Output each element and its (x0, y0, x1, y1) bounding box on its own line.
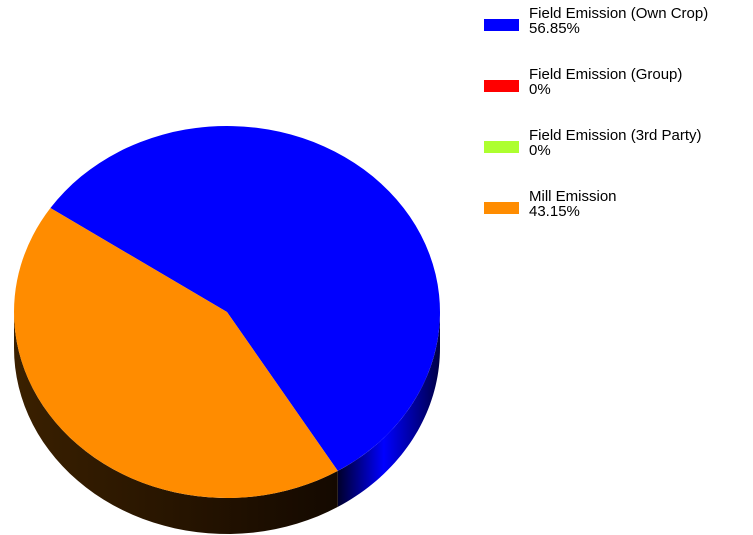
legend-swatch-own-crop (484, 19, 519, 31)
legend-label-own-crop: Field Emission (Own Crop) (529, 6, 708, 21)
legend-item-mill-emission: Mill Emission 43.15% (484, 189, 708, 250)
legend-swatch-3rd-party (484, 141, 519, 153)
pie-top (14, 126, 440, 498)
legend-value-group: 0% (529, 82, 682, 97)
legend-item-field-emission-3rd-party: Field Emission (3rd Party) 0% (484, 128, 708, 189)
legend-swatch-mill (484, 202, 519, 214)
legend-swatch-group (484, 80, 519, 92)
legend-label-3rd-party: Field Emission (3rd Party) (529, 128, 702, 143)
legend-value-3rd-party: 0% (529, 143, 702, 158)
legend-item-field-emission-group: Field Emission (Group) 0% (484, 67, 708, 128)
legend-label-mill: Mill Emission (529, 189, 617, 204)
legend-value-mill: 43.15% (529, 204, 617, 219)
legend-value-own-crop: 56.85% (529, 21, 708, 36)
legend-item-field-emission-own-crop: Field Emission (Own Crop) 56.85% (484, 6, 708, 67)
legend: Field Emission (Own Crop) 56.85% Field E… (484, 6, 708, 250)
legend-label-group: Field Emission (Group) (529, 67, 682, 82)
